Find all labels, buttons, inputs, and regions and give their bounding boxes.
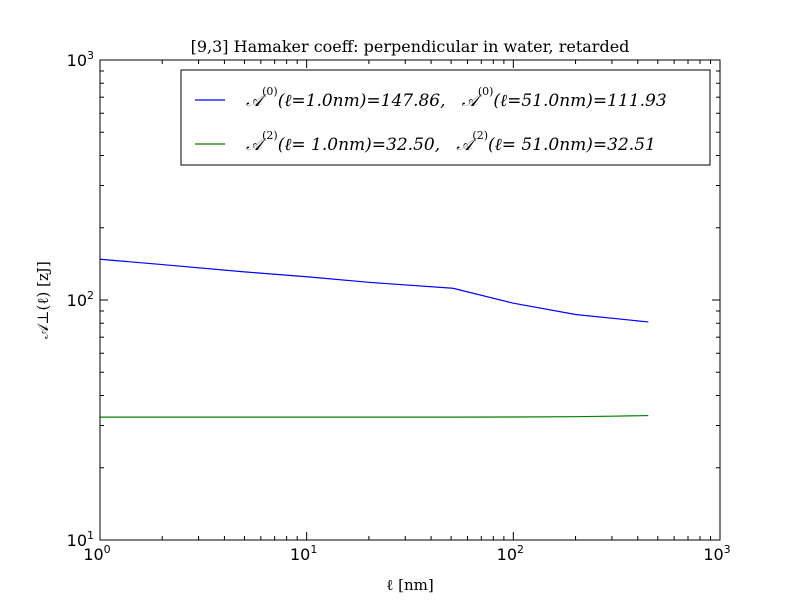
x-tick-label: 103 xyxy=(703,543,730,564)
legend-frame xyxy=(180,69,711,166)
series-line-0 xyxy=(99,258,649,323)
legend-label-1: 𝒜(2)(ℓ= 1.0nm)=32.50, 𝒜(2)(ℓ= 51.0nm)=32… xyxy=(246,129,656,155)
x-axis-label: ℓ [nm] xyxy=(386,576,434,594)
x-tick-label: 102 xyxy=(497,543,524,564)
y-tick-label: 101 xyxy=(67,529,94,550)
y-tick-label: 102 xyxy=(67,289,94,310)
series-lines xyxy=(99,258,649,418)
y-axis-label: 𝒜⊥(ℓ) [zJ] xyxy=(34,261,52,339)
chart-title: [9,3] Hamaker coeff: perpendicular in wa… xyxy=(191,37,630,56)
legend-label-0: 𝒜(0)(ℓ=1.0nm)=147.86, 𝒜(0)(ℓ=51.0nm)=111… xyxy=(246,85,667,111)
plot-frame xyxy=(99,59,721,541)
series-line-1 xyxy=(100,414,649,418)
x-tick-label: 101 xyxy=(290,543,317,564)
x-tick-label: 100 xyxy=(83,543,110,564)
y-tick-label: 103 xyxy=(67,49,94,70)
legend: 𝒜(0)(ℓ=1.0nm)=147.86, 𝒜(0)(ℓ=51.0nm)=111… xyxy=(180,69,711,166)
